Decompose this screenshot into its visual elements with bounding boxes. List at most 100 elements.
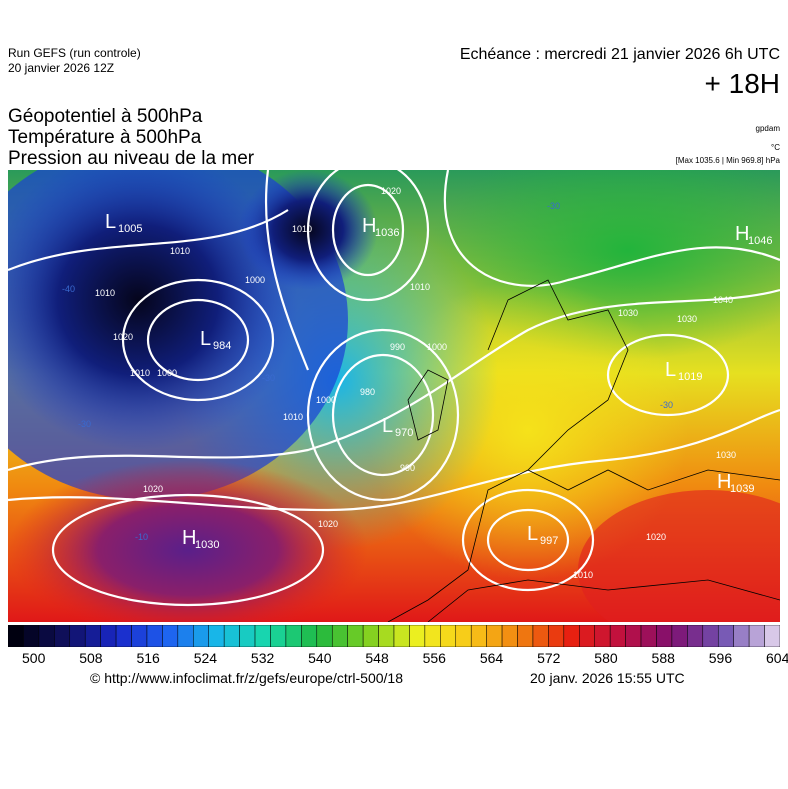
colorbar-swatch: [378, 625, 395, 647]
colorbar-swatch: [733, 625, 750, 647]
pressure-center: L 970: [382, 415, 413, 439]
center-value: 1030: [195, 539, 219, 551]
isobar-label: 1020: [381, 186, 401, 196]
echeance: Echéance : mercredi 21 janvier 2026 6h U…: [459, 46, 780, 63]
isobar-label: 990: [390, 342, 405, 352]
colorbar-tick-label: 516: [136, 650, 160, 666]
colorbar-swatch: [393, 625, 410, 647]
colorbar-tick-label: 604: [766, 650, 788, 666]
colorbar-swatch: [548, 625, 565, 647]
colorbar-tick-label: 540: [308, 650, 332, 666]
isobar-label: 1010: [283, 412, 303, 422]
isobar-label: 1020: [318, 519, 338, 529]
colorbar-tick-label: 596: [708, 650, 733, 666]
colorbar-swatch: [702, 625, 719, 647]
isobar-label: 1010: [573, 570, 593, 580]
title: Géopotentiel à 500hPa: [8, 106, 203, 127]
colorbar-swatch: [687, 625, 704, 647]
colorbar-swatch: [440, 625, 457, 647]
colorbar-swatch: [532, 625, 549, 647]
isobar-label: 1030: [716, 450, 736, 460]
temperature-label: -30: [547, 201, 560, 211]
colorbar-tick-label: 500: [22, 650, 46, 666]
colorbar-swatch: [84, 625, 101, 647]
pressure-center: L 997: [527, 523, 558, 547]
colorbar-swatch: [100, 625, 117, 647]
isobar-label: 1010: [95, 288, 115, 298]
center-value: 1019: [678, 371, 702, 383]
colorbar-swatch: [146, 625, 163, 647]
source: © http://www.infoclimat.fr/z/gefs/europe…: [90, 670, 404, 686]
isobar-label: 1010: [130, 368, 150, 378]
title: Température à 500hPa: [8, 127, 202, 148]
colorbar-tick-label: 532: [250, 650, 275, 666]
temperature-label: -40: [62, 284, 75, 294]
colorbar-swatch: [579, 625, 595, 647]
isobar-label: 980: [360, 387, 375, 397]
isobar-label: 1020: [143, 484, 163, 494]
colorbar-swatch: [23, 625, 40, 647]
run: Run GEFS (run controle): [8, 46, 141, 60]
colorbar-swatch: [409, 625, 426, 647]
temperature-label: -10: [135, 532, 148, 542]
colorbar-swatch: [609, 625, 626, 647]
center-value: 984: [213, 340, 231, 352]
colorbar-swatch: [38, 625, 55, 647]
colorbar-swatch: [301, 625, 318, 647]
colorbar-ticks: 500 508 516 524 532 540 548 556 564 572 580 588 596 6…: [0, 648, 788, 668]
colorbar-tick-label: 580: [594, 650, 618, 666]
colorbar-swatch: [254, 625, 271, 647]
isobar-label: 1000: [157, 368, 177, 378]
colorbar-swatch: [656, 625, 673, 647]
pressure-center: L 1005: [105, 211, 142, 235]
colorbar-swatch: [331, 625, 348, 647]
center-value: 1046: [748, 235, 772, 247]
colorbar-swatch: [54, 625, 71, 647]
colorbar-swatch: [717, 625, 734, 647]
center-symbol: L: [200, 328, 211, 350]
isobar-label: 1020: [113, 332, 133, 342]
temperature-label: -30: [78, 419, 91, 429]
colorbar-swatch: [177, 625, 194, 647]
colorbar-swatch: [501, 625, 518, 647]
colorbar-swatch: [594, 625, 611, 647]
colorbar-swatch: [640, 625, 657, 647]
colorbar-swatch: [362, 625, 379, 647]
colorbar-tick-label: 508: [79, 650, 103, 666]
center-symbol: L: [527, 523, 538, 545]
colorbar-tick-label: 588: [651, 650, 675, 666]
colorbar-swatch: [223, 625, 240, 647]
colorbar-swatch: [285, 625, 302, 647]
colorbar-swatch: [239, 625, 256, 647]
colorbar-swatch: [69, 625, 86, 647]
colorbar-swatch: [671, 625, 688, 647]
pressure-center: L 984: [200, 328, 231, 352]
colorbar-swatch: [764, 625, 780, 647]
center-value: 1005: [118, 223, 142, 235]
run-date: 20 janvier 2026 12Z: [8, 61, 115, 75]
isobar-label: 1000: [245, 275, 265, 285]
colorbar-swatch: [486, 625, 503, 647]
colorbar-swatch: [162, 625, 179, 647]
colorbar: [8, 625, 780, 647]
colorbar-swatch: [115, 625, 132, 647]
colorbar-swatch: [131, 625, 148, 647]
center-symbol: L: [665, 359, 676, 381]
colorbar-swatch: [470, 625, 487, 647]
colorbar-swatch: [563, 625, 580, 647]
generated: 20 janv. 2026 15:55 UTC: [530, 670, 685, 686]
center-value: 970: [395, 427, 413, 439]
colorbar-swatch: [316, 625, 333, 647]
center-symbol: H: [182, 527, 196, 549]
colorbar-swatch: [424, 625, 441, 647]
lead-time: + 18H: [704, 68, 781, 99]
colorbar-swatch: [455, 625, 472, 647]
center-value: 1036: [375, 227, 399, 239]
colorbar-swatch: [193, 625, 209, 647]
colorbar-tick-label: 556: [422, 650, 446, 666]
unit: °C: [771, 143, 780, 152]
